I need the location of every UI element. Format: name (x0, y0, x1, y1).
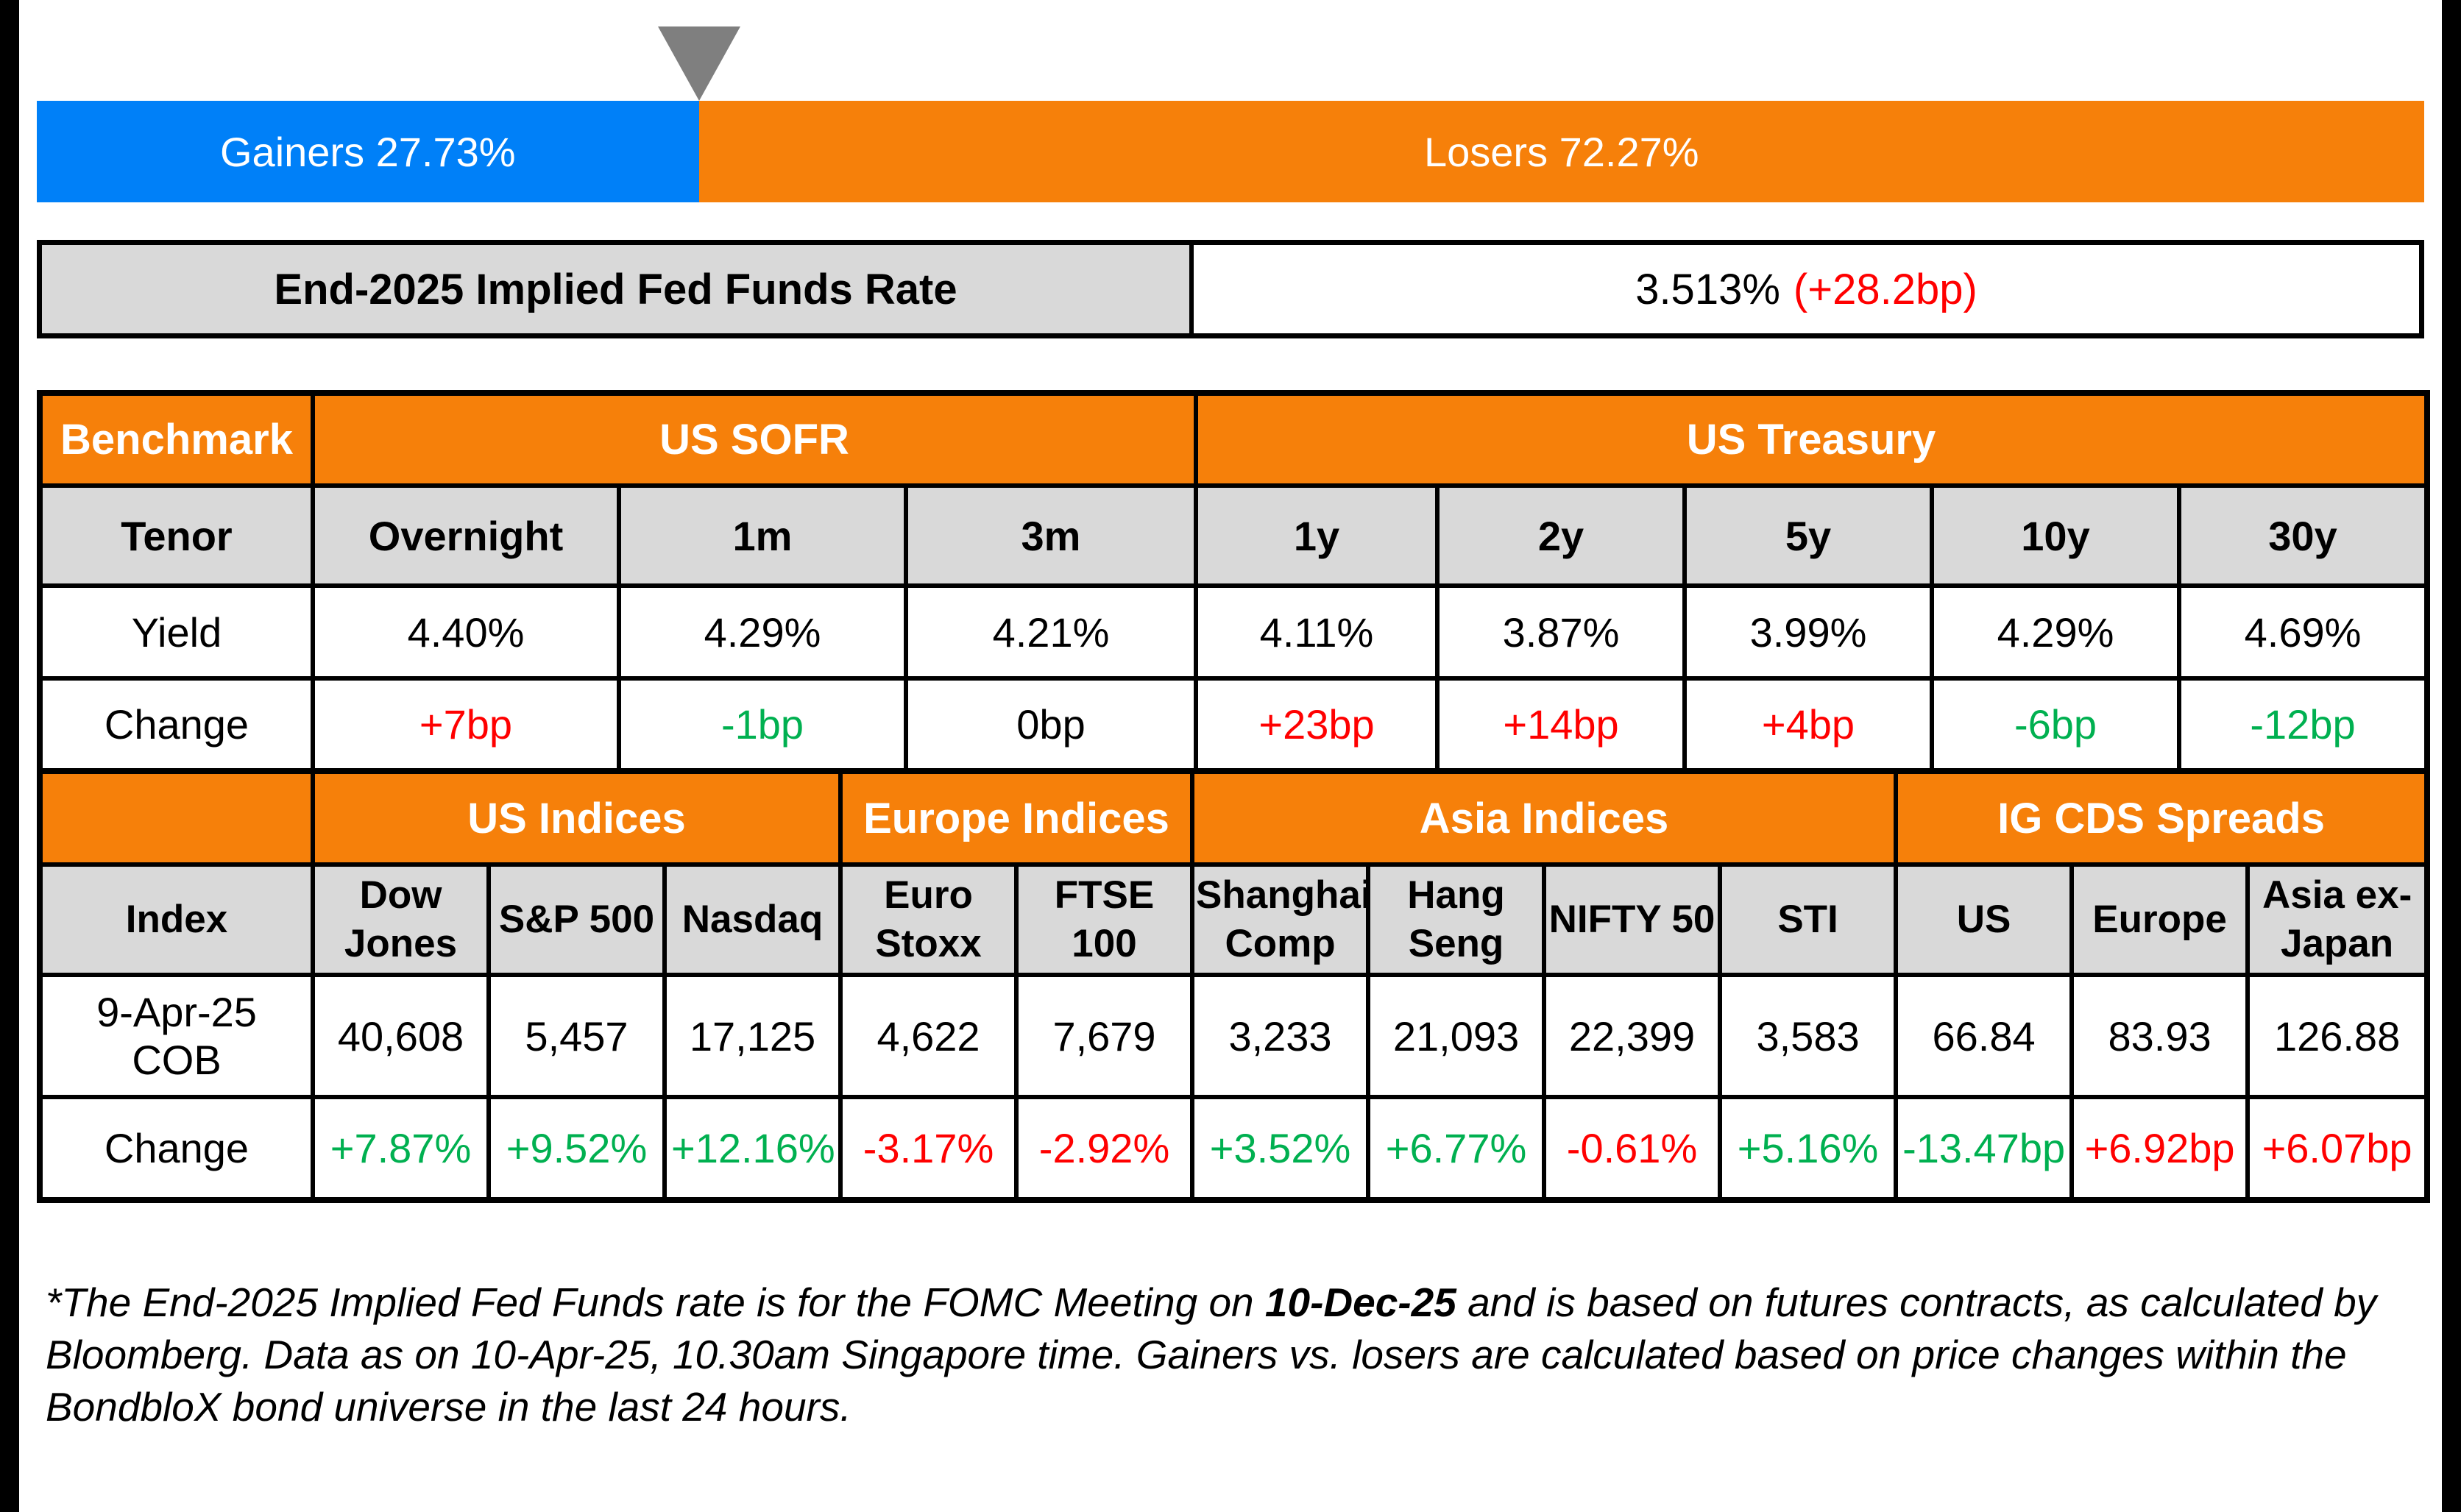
index-name-cell: US (1894, 862, 2075, 977)
index-name-cell: Shanghai Comp (1190, 862, 1371, 977)
fed-funds-value: 3.513% (+28.2bp) (1194, 245, 2419, 333)
cob-cell: 3,233 (1190, 973, 1371, 1099)
index-name-cell: Hang Seng (1366, 862, 1547, 977)
change-cell: -3.17% (838, 1095, 1019, 1202)
tenor-header-cell: 1y (1194, 483, 1440, 588)
fed-funds-row: End-2025 Implied Fed Funds Rate 3.513% (… (37, 240, 2424, 338)
cob-cell: 126.88 (2245, 973, 2430, 1099)
group-header-asia-indices: Asia Indices (1190, 769, 1899, 867)
change-cell: +3.52% (1190, 1095, 1371, 1202)
tenor-header-cell: 10y (1930, 483, 2181, 588)
cob-cell: 83.93 (2069, 973, 2251, 1099)
footnote-bold-date: 10-Dec-25 (1264, 1279, 1456, 1325)
change-cell: +23bp (1194, 676, 1440, 773)
cob-cell: 5,457 (486, 973, 667, 1099)
index-name-cell: Euro Stoxx (838, 862, 1019, 977)
cob-cell: 40,608 (311, 973, 491, 1099)
footnote: *The End-2025 Implied Fed Funds rate is … (46, 1277, 2423, 1433)
tables-block: Benchmark US SOFR US Treasury Tenor Over… (37, 390, 2431, 1203)
benchmark-corner-cell: Benchmark (38, 391, 315, 488)
index-name-cell: S&P 500 (486, 862, 667, 977)
change-cell: +6.92bp (2069, 1095, 2251, 1202)
cob-cell: 4,622 (838, 973, 1019, 1099)
index-name-cell: NIFTY 50 (1542, 862, 1723, 977)
losers-segment: Losers 72.27% (698, 101, 2424, 202)
cob-cell: 22,399 (1542, 973, 1723, 1099)
tenor-header-cell: 30y (2176, 483, 2430, 588)
fed-funds-change: (+28.2bp) (1793, 265, 1977, 313)
change-cell: 0bp (904, 676, 1198, 773)
change-row-label: Change (38, 676, 315, 773)
indices-corner-cell (38, 769, 315, 867)
change-cell: -13.47bp (1894, 1095, 2075, 1202)
change-row-label: Change (38, 1095, 315, 1202)
index-name-cell: FTSE 100 (1014, 862, 1195, 977)
tenor-header-cell: 5y (1682, 483, 1934, 588)
index-name-cell: Europe (2069, 862, 2251, 977)
gainers-segment: Gainers 27.73% (37, 101, 699, 202)
cob-cell: 3,583 (1718, 973, 1899, 1099)
change-cell: +9.52% (486, 1095, 667, 1202)
change-cell: +14bp (1435, 676, 1687, 773)
cob-cell: 21,093 (1366, 973, 1547, 1099)
tenor-header-cell: Overnight (311, 483, 621, 588)
group-header-us-treasury: US Treasury (1193, 391, 2430, 488)
group-header-us-indices: US Indices (310, 769, 843, 867)
yield-row-label: Yield (38, 583, 315, 681)
change-cell: +6.77% (1366, 1095, 1547, 1202)
indices-table: US Indices Europe Indices Asia Indices I… (37, 768, 2431, 1203)
losers-label: Losers 72.27% (1423, 128, 1699, 175)
benchmark-table: Benchmark US SOFR US Treasury Tenor Over… (37, 390, 2431, 774)
tenor-row-label: Tenor (38, 483, 315, 588)
change-cell: +7.87% (311, 1095, 491, 1202)
index-name-cell: Asia ex-Japan (2245, 862, 2430, 977)
yield-cell: 4.21% (904, 583, 1198, 681)
tenor-header-cell: 1m (617, 483, 908, 588)
tenor-header-cell: 3m (904, 483, 1198, 588)
yield-cell: 3.99% (1682, 583, 1934, 681)
fed-funds-rate: 3.513% (1635, 265, 1780, 313)
index-name-cell: Nasdaq (662, 862, 843, 977)
gainers-losers-bar: Gainers 27.73% Losers 72.27% (37, 101, 2424, 202)
change-cell: -6bp (1930, 676, 2181, 773)
yield-cell: 4.11% (1194, 583, 1440, 681)
change-cell: +5.16% (1718, 1095, 1899, 1202)
change-cell: +4bp (1682, 676, 1934, 773)
yield-cell: 3.87% (1435, 583, 1687, 681)
group-header-us-sofr: US SOFR (311, 391, 1198, 488)
yield-cell: 4.29% (1930, 583, 2181, 681)
change-cell: -2.92% (1014, 1095, 1195, 1202)
yield-cell: 4.40% (311, 583, 621, 681)
change-cell: +6.07bp (2245, 1095, 2430, 1202)
cob-row-label: 9-Apr-25 COB (38, 973, 315, 1099)
change-cell: +7bp (311, 676, 621, 773)
cob-cell: 7,679 (1014, 973, 1195, 1099)
marker-triangle-icon (657, 26, 740, 101)
index-name-cell: Dow Jones (311, 862, 491, 977)
change-cell: -0.61% (1542, 1095, 1723, 1202)
right-edge-bar (2442, 0, 2461, 1512)
cob-cell: 17,125 (662, 973, 843, 1099)
change-cell: +12.16% (662, 1095, 843, 1202)
index-row-label: Index (38, 862, 315, 977)
left-edge-bar (0, 0, 19, 1512)
gainers-label: Gainers 27.73% (219, 128, 516, 175)
change-cell: -12bp (2176, 676, 2430, 773)
change-cell: -1bp (617, 676, 908, 773)
group-header-europe-indices: Europe Indices (838, 769, 1195, 867)
group-header-ig-cds-spreads: IG CDS Spreads (1894, 769, 2430, 867)
footnote-part2: and is based on futures contracts, as ca… (46, 1279, 2377, 1430)
index-name-cell: STI (1718, 862, 1899, 977)
tenor-header-cell: 2y (1435, 483, 1687, 588)
footnote-part1: *The End-2025 Implied Fed Funds rate is … (46, 1279, 1265, 1325)
cob-cell: 66.84 (1894, 973, 2075, 1099)
yield-cell: 4.29% (617, 583, 908, 681)
fed-funds-label: End-2025 Implied Fed Funds Rate (42, 245, 1194, 333)
yield-cell: 4.69% (2176, 583, 2430, 681)
